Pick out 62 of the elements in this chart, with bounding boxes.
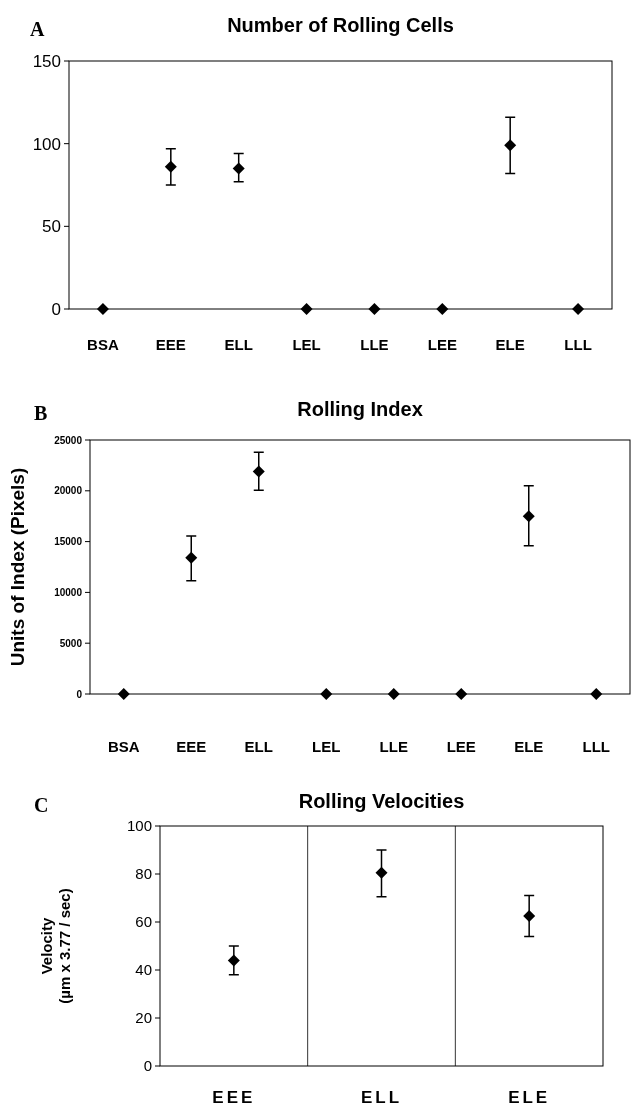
- y-tick-label: 5000: [59, 637, 83, 649]
- y-tick-label: 10000: [54, 586, 83, 598]
- point: [320, 688, 333, 700]
- x-tick-label: EEE: [155, 336, 186, 353]
- y-tick-label: 15000: [54, 536, 83, 548]
- y-tick-label: 40: [135, 961, 152, 979]
- x-tick-label: ELE: [514, 738, 544, 755]
- x-tick-label: LEL: [292, 336, 321, 353]
- x-tick-label: LLE: [379, 738, 408, 755]
- x-tick-label: LLL: [564, 336, 592, 353]
- point: [572, 303, 585, 315]
- y-tick-label: 25000: [54, 434, 83, 446]
- y-tick-label: 0: [143, 1057, 152, 1075]
- y-tick-label: 150: [32, 51, 61, 71]
- point: [504, 139, 517, 152]
- x-tick-label: LEE: [427, 336, 457, 353]
- x-tick-label: LEE: [446, 738, 476, 755]
- point: [300, 303, 313, 315]
- chart-title: Rolling Index: [297, 398, 423, 420]
- point: [252, 465, 265, 478]
- x-tick-label: ELL: [360, 1088, 403, 1107]
- y-axis-title: Velocity (µm x 3.77 / sec): [38, 888, 73, 1004]
- x-tick-label: LLL: [582, 738, 610, 755]
- x-tick-label: LEL: [312, 738, 341, 755]
- x-tick-label: ELL: [224, 336, 253, 353]
- x-tick-label: ELE: [508, 1088, 551, 1107]
- y-tick-label: 0: [51, 299, 61, 319]
- point: [96, 303, 109, 315]
- y-axis-title: Units of Index (Pixels): [7, 467, 28, 667]
- point: [375, 866, 388, 879]
- text: B: [34, 402, 48, 424]
- point: [368, 303, 381, 315]
- point: [523, 910, 536, 922]
- chart-title: Rolling Velocities: [298, 790, 465, 812]
- point: [164, 160, 177, 173]
- y-tick-label: 80: [135, 865, 152, 883]
- x-tick-label: ELE: [495, 336, 525, 353]
- x-tick-label: ELL: [244, 738, 273, 755]
- point: [117, 688, 130, 700]
- point: [590, 688, 603, 700]
- point: [387, 688, 400, 700]
- y-tick-label: 20000: [54, 485, 83, 497]
- y-tick-label: 100: [32, 134, 61, 154]
- x-tick-label: BSA: [87, 336, 119, 353]
- text: C: [34, 794, 49, 816]
- y-tick-label: 60: [135, 913, 152, 931]
- point: [522, 510, 535, 523]
- text: A: [30, 18, 45, 40]
- x-tick-label: BSA: [107, 738, 140, 755]
- y-tick-label: 100: [126, 817, 152, 835]
- y-tick-label: 0: [76, 688, 83, 700]
- chart-title: Number of Rolling Cells: [227, 14, 454, 36]
- point: [436, 303, 449, 315]
- x-tick-label: LLE: [360, 336, 389, 353]
- x-tick-label: EEE: [176, 738, 207, 755]
- point: [185, 551, 198, 564]
- point: [232, 162, 245, 175]
- point: [455, 688, 468, 700]
- point: [227, 954, 240, 967]
- x-tick-label: EEE: [212, 1088, 256, 1107]
- y-tick-label: 50: [42, 217, 61, 237]
- y-tick-label: 20: [135, 1009, 152, 1027]
